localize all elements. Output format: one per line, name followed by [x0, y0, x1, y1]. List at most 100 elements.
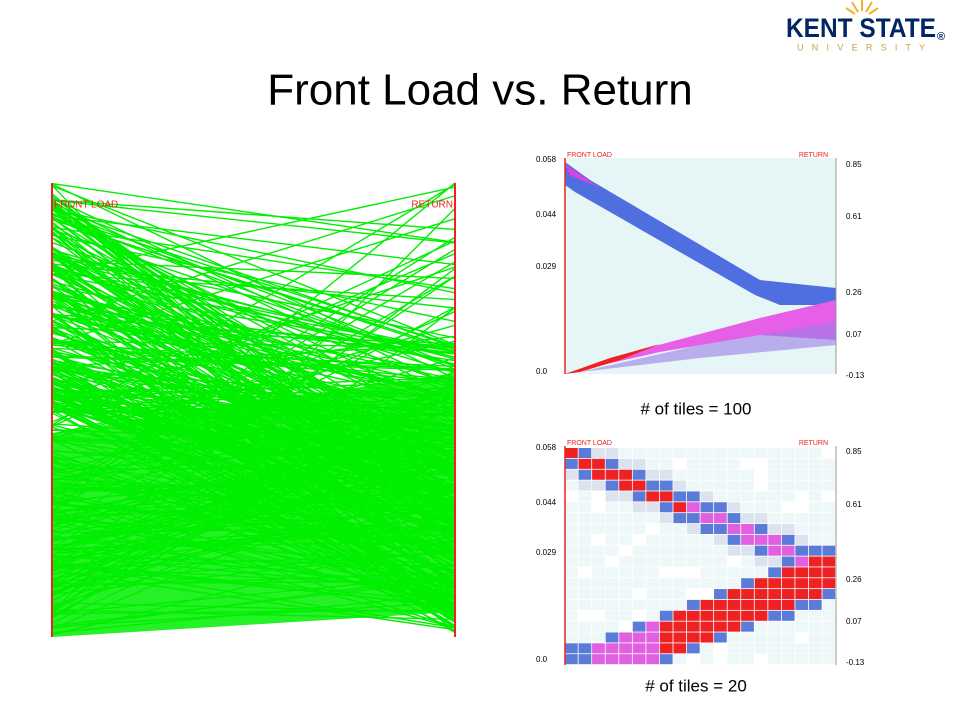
tile	[755, 513, 768, 523]
tile	[633, 524, 646, 534]
tile	[782, 481, 795, 491]
tile	[606, 578, 619, 588]
tile	[768, 470, 781, 480]
tile	[646, 622, 659, 632]
tile	[701, 643, 714, 653]
tile	[714, 600, 727, 610]
tile	[660, 448, 673, 458]
tile	[660, 502, 673, 512]
tile	[633, 448, 646, 458]
tile	[809, 470, 822, 480]
tile	[660, 578, 673, 588]
tile	[606, 567, 619, 577]
tile	[701, 481, 714, 491]
tile	[646, 567, 659, 577]
tile	[822, 535, 835, 545]
tile	[565, 459, 578, 469]
tile	[592, 513, 605, 523]
right-tick-label: 0.85	[846, 160, 862, 169]
tile	[741, 481, 754, 491]
tile	[673, 611, 686, 621]
tile	[565, 513, 578, 523]
tile	[579, 513, 592, 523]
right-tick-label: 0.07	[846, 330, 862, 339]
tile	[728, 459, 741, 469]
tile	[701, 546, 714, 556]
tile	[728, 632, 741, 642]
tile	[687, 470, 700, 480]
tile	[565, 470, 578, 480]
tile	[619, 611, 632, 621]
tile	[606, 448, 619, 458]
tile	[768, 654, 781, 664]
tile	[646, 643, 659, 653]
tile	[592, 622, 605, 632]
tile	[660, 611, 673, 621]
tile	[660, 513, 673, 523]
tile	[673, 546, 686, 556]
tile	[822, 632, 835, 642]
tile	[755, 643, 768, 653]
tile	[579, 654, 592, 664]
tile	[673, 491, 686, 501]
tile	[606, 611, 619, 621]
tile	[701, 513, 714, 523]
tile	[795, 654, 808, 664]
tile	[768, 546, 781, 556]
tile	[768, 600, 781, 610]
tile	[673, 643, 686, 653]
tile	[619, 589, 632, 599]
tile	[579, 546, 592, 556]
tile	[673, 524, 686, 534]
tile	[673, 622, 686, 632]
tile	[795, 589, 808, 599]
right-tick-label: 0.61	[846, 500, 862, 509]
tile	[768, 448, 781, 458]
tile	[809, 524, 822, 534]
tile	[646, 632, 659, 642]
tile	[565, 654, 578, 664]
tile	[673, 600, 686, 610]
tile	[687, 622, 700, 632]
tile	[714, 513, 727, 523]
tile	[782, 611, 795, 621]
tile	[714, 448, 727, 458]
tile	[741, 632, 754, 642]
tile	[687, 600, 700, 610]
tile	[809, 611, 822, 621]
tile	[755, 600, 768, 610]
tile	[592, 643, 605, 653]
tile	[633, 557, 646, 567]
tile	[579, 535, 592, 545]
tile	[619, 502, 632, 512]
tile	[741, 600, 754, 610]
tile	[633, 546, 646, 556]
tile	[714, 578, 727, 588]
tile	[660, 600, 673, 610]
tile	[822, 578, 835, 588]
tile	[782, 632, 795, 642]
tile	[714, 524, 727, 534]
tile	[728, 654, 741, 664]
tile	[673, 513, 686, 523]
tile	[714, 481, 727, 491]
tile	[646, 502, 659, 512]
tile	[782, 622, 795, 632]
tile	[660, 481, 673, 491]
tile	[673, 470, 686, 480]
tile	[795, 459, 808, 469]
tile	[619, 448, 632, 458]
left-tick-label: 0.044	[536, 210, 557, 219]
tile	[755, 632, 768, 642]
tile	[687, 524, 700, 534]
tile	[687, 611, 700, 621]
tile	[633, 643, 646, 653]
tile	[633, 502, 646, 512]
tile	[633, 470, 646, 480]
tile	[768, 481, 781, 491]
left-tick-label: 0.058	[536, 443, 557, 452]
tile	[619, 600, 632, 610]
tile	[809, 567, 822, 577]
tile	[809, 643, 822, 653]
tile	[592, 524, 605, 534]
